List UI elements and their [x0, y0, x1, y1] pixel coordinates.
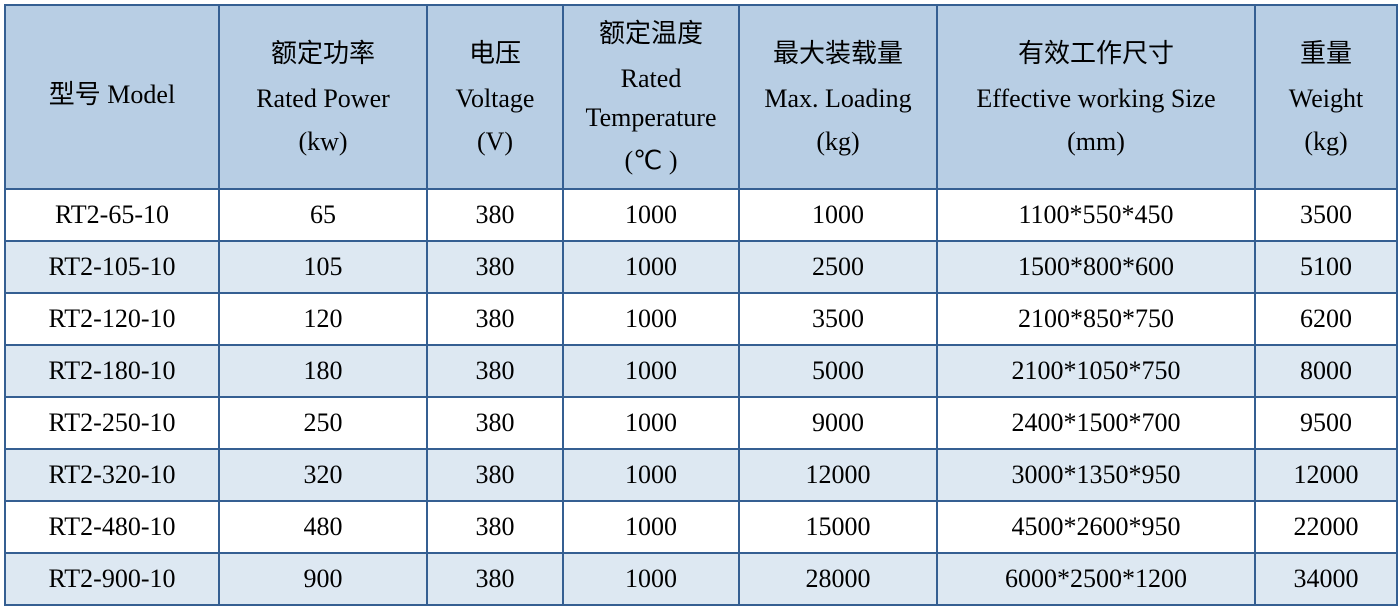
table-body: RT2-65-10 65 380 1000 1000 1100*550*450 …	[5, 189, 1397, 605]
header-size-unit: (mm)	[942, 122, 1250, 161]
header-temp-cn: 额定温度	[568, 14, 734, 53]
cell-temp: 1000	[563, 397, 739, 449]
cell-power: 480	[219, 501, 427, 553]
table-row: RT2-250-10 250 380 1000 9000 2400*1500*7…	[5, 397, 1397, 449]
cell-size: 3000*1350*950	[937, 449, 1255, 501]
header-power: 额定功率 Rated Power (kw)	[219, 5, 427, 189]
table-row: RT2-480-10 480 380 1000 15000 4500*2600*…	[5, 501, 1397, 553]
table-row: RT2-180-10 180 380 1000 5000 2100*1050*7…	[5, 345, 1397, 397]
cell-weight: 6200	[1255, 293, 1397, 345]
cell-voltage: 380	[427, 345, 563, 397]
cell-weight: 3500	[1255, 189, 1397, 241]
cell-loading: 5000	[739, 345, 937, 397]
header-temp-unit: (℃ )	[568, 141, 734, 180]
cell-size: 2400*1500*700	[937, 397, 1255, 449]
cell-voltage: 380	[427, 449, 563, 501]
cell-loading: 12000	[739, 449, 937, 501]
cell-temp: 1000	[563, 293, 739, 345]
cell-loading: 9000	[739, 397, 937, 449]
cell-model: RT2-180-10	[5, 345, 219, 397]
header-weight-en: Weight	[1260, 79, 1392, 118]
table-row: RT2-320-10 320 380 1000 12000 3000*1350*…	[5, 449, 1397, 501]
cell-model: RT2-320-10	[5, 449, 219, 501]
cell-size: 2100*1050*750	[937, 345, 1255, 397]
cell-temp: 1000	[563, 241, 739, 293]
table-row: RT2-65-10 65 380 1000 1000 1100*550*450 …	[5, 189, 1397, 241]
header-voltage-unit: (V)	[432, 122, 558, 161]
cell-weight: 34000	[1255, 553, 1397, 605]
cell-size: 4500*2600*950	[937, 501, 1255, 553]
table-row: RT2-120-10 120 380 1000 3500 2100*850*75…	[5, 293, 1397, 345]
header-voltage-en: Voltage	[432, 79, 558, 118]
cell-loading: 15000	[739, 501, 937, 553]
cell-temp: 1000	[563, 553, 739, 605]
header-model: 型号 Model	[5, 5, 219, 189]
cell-size: 6000*2500*1200	[937, 553, 1255, 605]
cell-power: 105	[219, 241, 427, 293]
header-size: 有效工作尺寸 Effective working Size (mm)	[937, 5, 1255, 189]
cell-model: RT2-480-10	[5, 501, 219, 553]
cell-temp: 1000	[563, 501, 739, 553]
cell-size: 1500*800*600	[937, 241, 1255, 293]
header-voltage-cn: 电压	[432, 34, 558, 73]
cell-power: 65	[219, 189, 427, 241]
header-power-unit: (kw)	[224, 122, 422, 161]
cell-size: 2100*850*750	[937, 293, 1255, 345]
header-loading: 最大装载量 Max. Loading (kg)	[739, 5, 937, 189]
header-power-cn: 额定功率	[224, 34, 422, 73]
cell-loading: 3500	[739, 293, 937, 345]
cell-weight: 9500	[1255, 397, 1397, 449]
cell-weight: 5100	[1255, 241, 1397, 293]
header-weight-cn: 重量	[1260, 34, 1392, 73]
cell-model: RT2-900-10	[5, 553, 219, 605]
table-row: RT2-105-10 105 380 1000 2500 1500*800*60…	[5, 241, 1397, 293]
header-size-en: Effective working Size	[942, 79, 1250, 118]
cell-voltage: 380	[427, 397, 563, 449]
cell-loading: 1000	[739, 189, 937, 241]
cell-model: RT2-250-10	[5, 397, 219, 449]
cell-voltage: 380	[427, 241, 563, 293]
cell-loading: 2500	[739, 241, 937, 293]
cell-voltage: 380	[427, 293, 563, 345]
header-weight-unit: (kg)	[1260, 122, 1392, 161]
cell-model: RT2-120-10	[5, 293, 219, 345]
header-loading-unit: (kg)	[744, 122, 932, 161]
cell-model: RT2-105-10	[5, 241, 219, 293]
header-temp-en: Rated Temperature	[568, 59, 734, 137]
header-voltage: 电压 Voltage (V)	[427, 5, 563, 189]
spec-table: 型号 Model 额定功率 Rated Power (kw) 电压 Voltag…	[4, 4, 1398, 606]
cell-model: RT2-65-10	[5, 189, 219, 241]
table-row: RT2-900-10 900 380 1000 28000 6000*2500*…	[5, 553, 1397, 605]
cell-temp: 1000	[563, 189, 739, 241]
table-header: 型号 Model 额定功率 Rated Power (kw) 电压 Voltag…	[5, 5, 1397, 189]
cell-temp: 1000	[563, 449, 739, 501]
header-loading-cn: 最大装载量	[744, 34, 932, 73]
cell-temp: 1000	[563, 345, 739, 397]
header-weight: 重量 Weight (kg)	[1255, 5, 1397, 189]
cell-power: 320	[219, 449, 427, 501]
cell-power: 250	[219, 397, 427, 449]
header-row: 型号 Model 额定功率 Rated Power (kw) 电压 Voltag…	[5, 5, 1397, 189]
header-temp: 额定温度 Rated Temperature (℃ )	[563, 5, 739, 189]
cell-power: 120	[219, 293, 427, 345]
header-size-cn: 有效工作尺寸	[942, 34, 1250, 73]
cell-power: 180	[219, 345, 427, 397]
cell-voltage: 380	[427, 553, 563, 605]
cell-size: 1100*550*450	[937, 189, 1255, 241]
cell-voltage: 380	[427, 501, 563, 553]
cell-loading: 28000	[739, 553, 937, 605]
cell-weight: 22000	[1255, 501, 1397, 553]
cell-power: 900	[219, 553, 427, 605]
cell-weight: 8000	[1255, 345, 1397, 397]
cell-voltage: 380	[427, 189, 563, 241]
header-model-label: 型号 Model	[10, 75, 214, 114]
header-loading-en: Max. Loading	[744, 79, 932, 118]
header-power-en: Rated Power	[224, 79, 422, 118]
cell-weight: 12000	[1255, 449, 1397, 501]
